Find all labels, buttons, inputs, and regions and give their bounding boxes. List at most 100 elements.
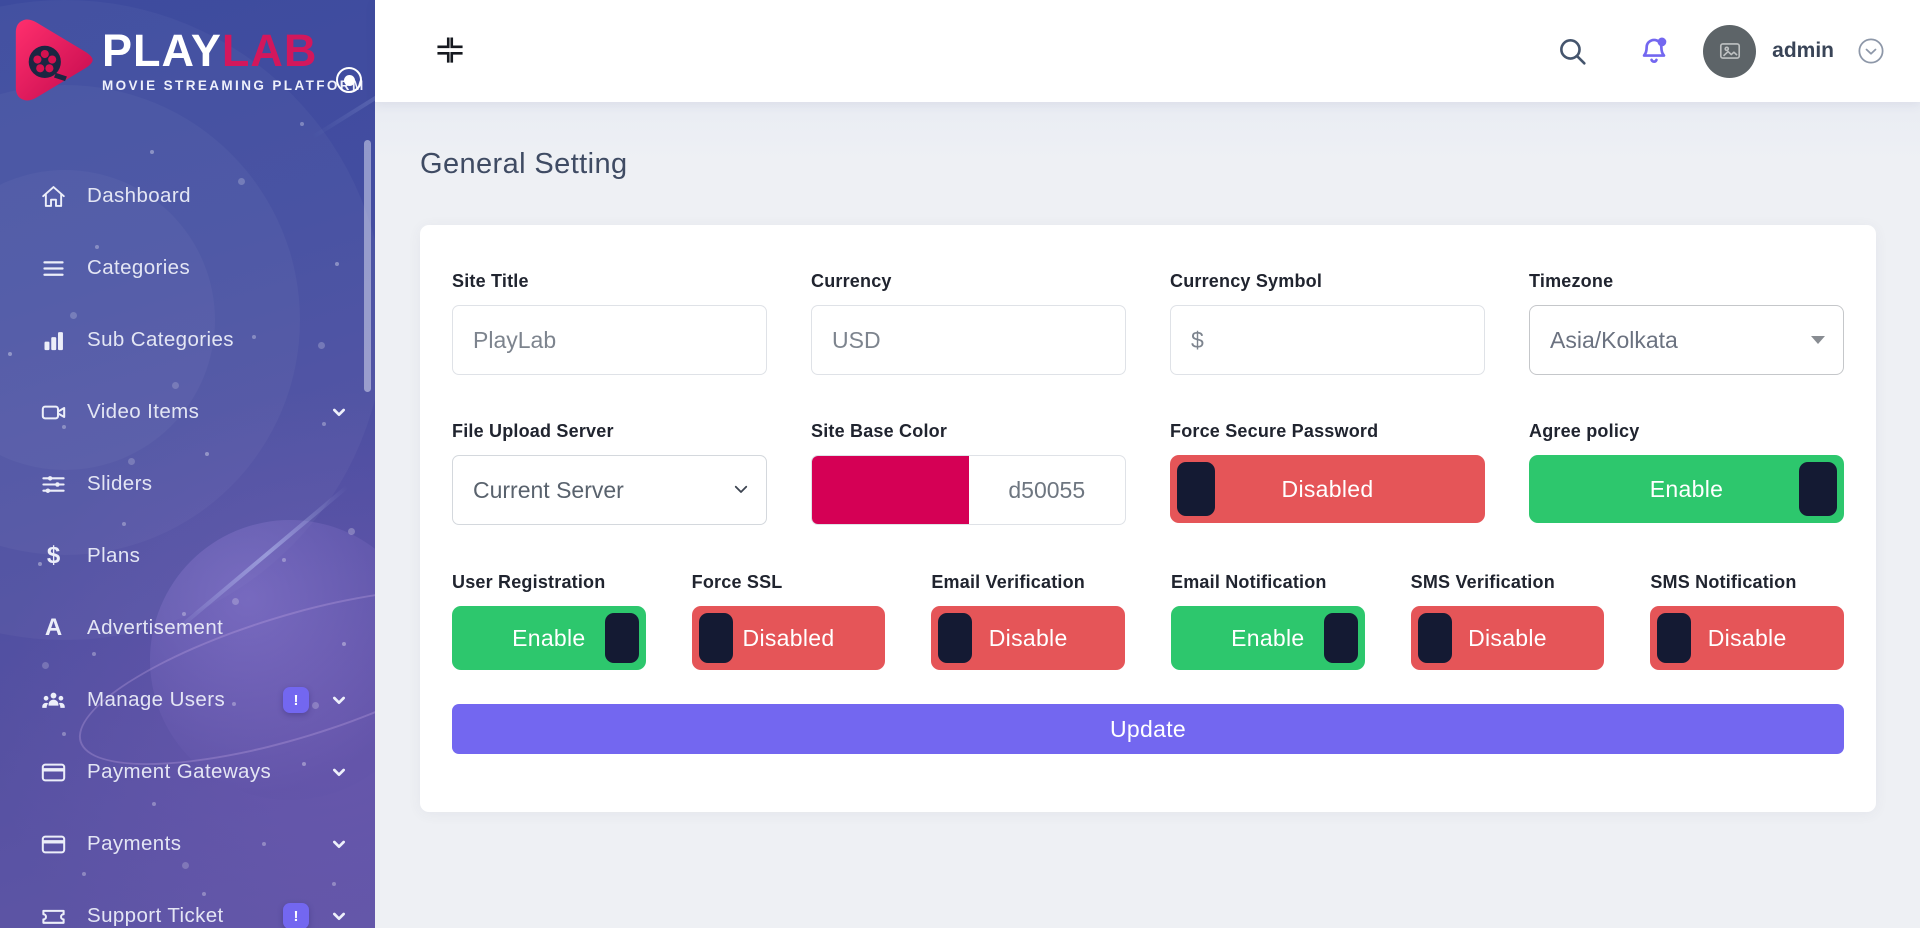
agree-policy-toggle[interactable]: Enable (1529, 455, 1844, 523)
users-icon (40, 687, 67, 714)
toggle-knob (1323, 613, 1358, 663)
compress-menu-icon[interactable] (433, 34, 467, 68)
chevron-down-icon[interactable] (331, 764, 347, 780)
force-ssl-toggle[interactable]: Disabled (691, 606, 886, 670)
dollar-icon: $ (46, 542, 61, 569)
color-hex-value[interactable]: d50055 (1008, 476, 1086, 503)
video-camera-icon (40, 399, 67, 426)
chevron-down-icon[interactable] (331, 404, 347, 420)
toggle-knob (604, 613, 639, 663)
brand-logo[interactable]: PLAYLAB MOVIE STREAMING PLATFORM (0, 0, 375, 106)
currency-input[interactable] (811, 305, 1126, 375)
chevron-down-icon[interactable] (331, 692, 347, 708)
site-base-color-label: Site Base Color (811, 421, 948, 441)
chevron-down-icon[interactable] (331, 908, 347, 924)
email-verification-toggle[interactable]: Disable (931, 606, 1125, 670)
sidebar-menu: Dashboard Categories Sub Categories (0, 160, 375, 928)
menu-lines-icon (40, 255, 67, 282)
email-notification-toggle[interactable]: Enable (1171, 606, 1365, 670)
agree-policy-label: Agree policy (1529, 421, 1640, 441)
update-button[interactable]: Update (452, 704, 1844, 754)
currency-symbol-field: Currency Symbol (1170, 270, 1485, 375)
sms-verification-field: SMS Verification Disable (1410, 571, 1605, 670)
bar-chart-icon (40, 327, 67, 354)
site-title-label: Site Title (452, 271, 529, 291)
file-upload-server-label: File Upload Server (452, 421, 614, 441)
main-area: admin General Setting Site Title (375, 0, 1920, 928)
sidebar-item-sub-categories[interactable]: Sub Categories (0, 304, 375, 376)
sms-verification-toggle[interactable]: Disable (1410, 606, 1605, 670)
email-verification-field: Email Verification Disable (931, 571, 1125, 670)
file-upload-server-select[interactable]: Current Server (452, 455, 767, 525)
email-notification-field: Email Notification Enable (1171, 571, 1365, 670)
toggle-knob (1177, 462, 1215, 516)
sliders-icon (40, 471, 67, 498)
force-ssl-label: Force SSL (691, 572, 783, 592)
sidebar: PLAYLAB MOVIE STREAMING PLATFORM Dashboa… (0, 0, 375, 928)
sidebar-pin-toggle[interactable] (336, 66, 364, 94)
credit-card-icon (40, 831, 67, 858)
currency-field: Currency (811, 270, 1126, 375)
user-avatar[interactable] (1703, 24, 1757, 78)
site-title-field: Site Title (452, 270, 767, 375)
play-triangle-film-reel-icon (15, 19, 93, 101)
user-registration-field: User Registration Enable (452, 571, 646, 670)
currency-label: Currency (811, 271, 892, 291)
toggle-knob (1417, 613, 1452, 663)
site-base-color-field: Site Base Color d50055 (811, 420, 1126, 525)
sms-notification-field: SMS Notification Disable (1650, 571, 1844, 670)
alert-badge: ! (283, 903, 309, 928)
sms-notification-label: SMS Notification (1650, 572, 1797, 592)
chevron-down-icon[interactable] (1856, 36, 1886, 66)
radio-circle-icon (336, 67, 362, 93)
force-secure-password-label: Force Secure Password (1170, 421, 1379, 441)
alert-badge: ! (283, 687, 309, 713)
avatar-placeholder-icon (1719, 43, 1740, 59)
sidebar-item-sliders[interactable]: Sliders (0, 448, 375, 520)
currency-symbol-label: Currency Symbol (1170, 271, 1323, 291)
sidebar-scrollbar-thumb[interactable] (364, 140, 371, 392)
currency-symbol-input[interactable] (1170, 305, 1485, 375)
top-header: admin (375, 0, 1920, 102)
sidebar-item-support-ticket[interactable]: Support Ticket ! (0, 880, 375, 928)
user-registration-toggle[interactable]: Enable (452, 606, 646, 670)
brand-name: PLAYLAB (102, 25, 318, 76)
search-icon[interactable] (1556, 35, 1589, 68)
toggle-knob (1799, 462, 1837, 516)
toggle-knob (938, 613, 973, 663)
sidebar-item-dashboard[interactable]: Dashboard (0, 160, 375, 232)
site-title-input[interactable] (452, 305, 767, 375)
sidebar-item-video-items[interactable]: Video Items (0, 376, 375, 448)
home-icon (40, 183, 67, 210)
sidebar-item-advertisement[interactable]: A Advertisement (0, 592, 375, 664)
sidebar-item-categories[interactable]: Categories (0, 232, 375, 304)
sidebar-item-payment-gateways[interactable]: Payment Gateways (0, 736, 375, 808)
general-setting-card: Site Title Currency Currency Symbol Time… (420, 225, 1876, 812)
bell-icon[interactable] (1637, 34, 1671, 68)
username-label: admin (1772, 39, 1834, 62)
sms-verification-label: SMS Verification (1410, 572, 1555, 592)
sidebar-item-payments[interactable]: Payments (0, 808, 375, 880)
color-swatch[interactable] (812, 456, 969, 524)
chevron-down-icon[interactable] (331, 836, 347, 852)
sidebar-item-manage-users[interactable]: Manage Users ! (0, 664, 375, 736)
email-verification-label: Email Verification (931, 572, 1085, 592)
select-arrow-icon (1811, 336, 1825, 344)
timezone-select[interactable]: Asia/Kolkata (1529, 305, 1844, 375)
timezone-field: Timezone Asia/Kolkata (1529, 270, 1844, 375)
content-area: General Setting Site Title Currency Curr… (375, 102, 1920, 928)
force-ssl-field: Force SSL Disabled (691, 571, 886, 670)
force-secure-password-field: Force Secure Password Disabled (1170, 420, 1485, 525)
sidebar-item-plans[interactable]: $ Plans (0, 520, 375, 592)
file-upload-server-field: File Upload Server Current Server (452, 420, 767, 525)
decor-planet (150, 520, 375, 800)
sms-notification-toggle[interactable]: Disable (1650, 606, 1844, 670)
timezone-label: Timezone (1529, 271, 1614, 291)
user-registration-label: User Registration (452, 572, 606, 592)
force-secure-password-toggle[interactable]: Disabled (1170, 455, 1485, 523)
ticket-icon (40, 903, 67, 928)
site-base-color-control: d50055 (811, 455, 1126, 525)
ad-letter-icon: A (44, 614, 63, 641)
toggle-knob (698, 613, 733, 663)
agree-policy-field: Agree policy Enable (1529, 420, 1844, 525)
